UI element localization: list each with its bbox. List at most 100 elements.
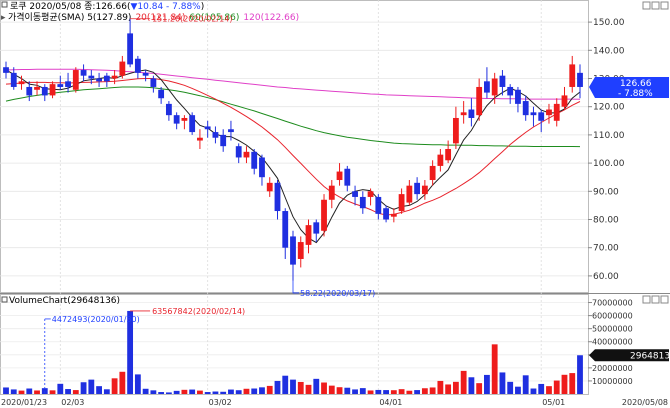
volume-bar bbox=[142, 388, 149, 394]
volume-bar bbox=[522, 375, 529, 394]
volume-bar bbox=[80, 382, 87, 394]
volume-bar bbox=[204, 392, 211, 394]
price-tick-label: 140.00 bbox=[593, 46, 625, 56]
candle-body bbox=[321, 199, 327, 231]
volume-bar bbox=[577, 355, 583, 394]
volume-tick-label: 40000000 bbox=[592, 338, 633, 347]
candle-body bbox=[181, 117, 188, 121]
volume-bar bbox=[197, 390, 203, 394]
volume-ref-label: 4472493(2020/01/30) bbox=[52, 315, 140, 324]
low-annotation-leader bbox=[292, 280, 299, 294]
volume-bar bbox=[119, 371, 126, 394]
maximize-icon[interactable] bbox=[651, 295, 660, 304]
candle-body bbox=[305, 225, 312, 245]
date-axis-label: 2020/05/08 bbox=[622, 398, 668, 407]
candle-body bbox=[65, 81, 71, 87]
symbol-quote-line: 로쿠 2020/05/08 종:126.66(▼10.84 - 7.88%) bbox=[10, 1, 204, 12]
volume-bar bbox=[499, 372, 506, 394]
volume-bar bbox=[476, 383, 483, 394]
moving-average-line-ma60 bbox=[5, 86, 581, 148]
candle-body bbox=[103, 75, 110, 82]
candle-body bbox=[158, 89, 165, 99]
volume-bar bbox=[134, 374, 141, 394]
current-volume-tag: 29648136 bbox=[589, 349, 670, 362]
low-annotation-label: 58.22(2020/03/17) bbox=[300, 289, 375, 298]
volume-bar bbox=[165, 392, 172, 394]
pane-collapse-icon[interactable] bbox=[1, 296, 8, 303]
candle-body bbox=[165, 103, 172, 116]
price-pane-collapse-control[interactable] bbox=[1, 1, 8, 8]
candle-body bbox=[383, 208, 389, 220]
volume-bar bbox=[111, 378, 118, 394]
volume-bar bbox=[220, 391, 227, 394]
volume-bar bbox=[375, 389, 382, 394]
minimize-icon[interactable] bbox=[642, 1, 651, 10]
volume-bar bbox=[390, 390, 397, 394]
volume-bar bbox=[150, 390, 157, 394]
volume-bar bbox=[538, 383, 545, 394]
candle-body bbox=[367, 191, 374, 197]
volume-ref-annotation: 4472493(2020/01/30) bbox=[44, 315, 140, 394]
candle-body bbox=[538, 112, 545, 121]
volume-bar bbox=[460, 370, 467, 394]
volume-bar bbox=[34, 390, 40, 394]
candle-body bbox=[421, 185, 428, 195]
candle-body bbox=[553, 103, 560, 121]
price-tick-label: 60.00 bbox=[593, 272, 619, 282]
candle-body bbox=[282, 211, 289, 248]
candle-body bbox=[251, 151, 258, 169]
candle-body bbox=[72, 70, 79, 90]
high-annotation: 151.20(2020/02/14) bbox=[130, 15, 232, 24]
candle-body bbox=[375, 196, 382, 214]
maximize-icon[interactable] bbox=[651, 1, 660, 10]
current-price-change: - 7.88% bbox=[618, 89, 653, 99]
candle-body bbox=[134, 58, 141, 73]
volume-bar bbox=[553, 380, 560, 394]
candle-body bbox=[290, 236, 296, 265]
volume-bar bbox=[88, 379, 95, 394]
candle-body bbox=[212, 132, 219, 138]
close-icon[interactable] bbox=[660, 1, 669, 10]
volume-bar bbox=[328, 385, 335, 394]
candle-body bbox=[274, 182, 281, 212]
volume-bar bbox=[297, 381, 304, 394]
date-axis-label: 05/01 bbox=[542, 398, 565, 407]
volume-bar bbox=[437, 380, 444, 394]
current-price-tag: 126.66 - 7.88% bbox=[589, 76, 669, 99]
volume-bar bbox=[515, 386, 521, 394]
current-volume-value: 29648136 bbox=[630, 351, 670, 361]
candle-body bbox=[468, 109, 475, 118]
date-axis-label: 02/03 bbox=[61, 398, 84, 407]
volume-bar bbox=[359, 388, 366, 394]
candle-body bbox=[577, 72, 583, 87]
volume-tick-label: 50000000 bbox=[592, 325, 633, 334]
candle-body bbox=[220, 134, 227, 147]
moving-average-line-ma120 bbox=[5, 68, 581, 100]
candle-body bbox=[452, 117, 459, 144]
candle-body bbox=[499, 75, 506, 87]
legend-text-run: ▼10.84 - 7.88% bbox=[130, 2, 201, 12]
close-icon[interactable] bbox=[660, 295, 669, 304]
pane-collapse-icon[interactable]: ▸ bbox=[1, 13, 6, 23]
legend-text-run: 로쿠 2020/05/08 종:126.66( bbox=[10, 1, 130, 12]
candle-body bbox=[243, 151, 250, 158]
candle-body bbox=[189, 115, 196, 133]
candle-body bbox=[297, 242, 304, 259]
volume-bar bbox=[212, 391, 219, 394]
candle-body bbox=[26, 86, 33, 96]
candle-body bbox=[142, 72, 149, 76]
candle-body bbox=[398, 194, 405, 212]
price-tick-label: 150.00 bbox=[593, 18, 625, 28]
current-price-value: 126.66 bbox=[620, 79, 652, 89]
candle-body bbox=[88, 75, 95, 79]
candle-body bbox=[515, 89, 521, 104]
pane-collapse-icon[interactable] bbox=[1, 1, 8, 8]
price-tick-label: 100.00 bbox=[593, 159, 625, 169]
high-annotation-label: 151.20(2020/02/14) bbox=[152, 15, 232, 24]
legend-text-run: 60(105.86) bbox=[189, 13, 239, 23]
volume-bar bbox=[530, 388, 537, 394]
volume-bar bbox=[235, 390, 242, 394]
price-tick-label: 70.00 bbox=[593, 244, 619, 254]
minimize-icon[interactable] bbox=[642, 295, 651, 304]
